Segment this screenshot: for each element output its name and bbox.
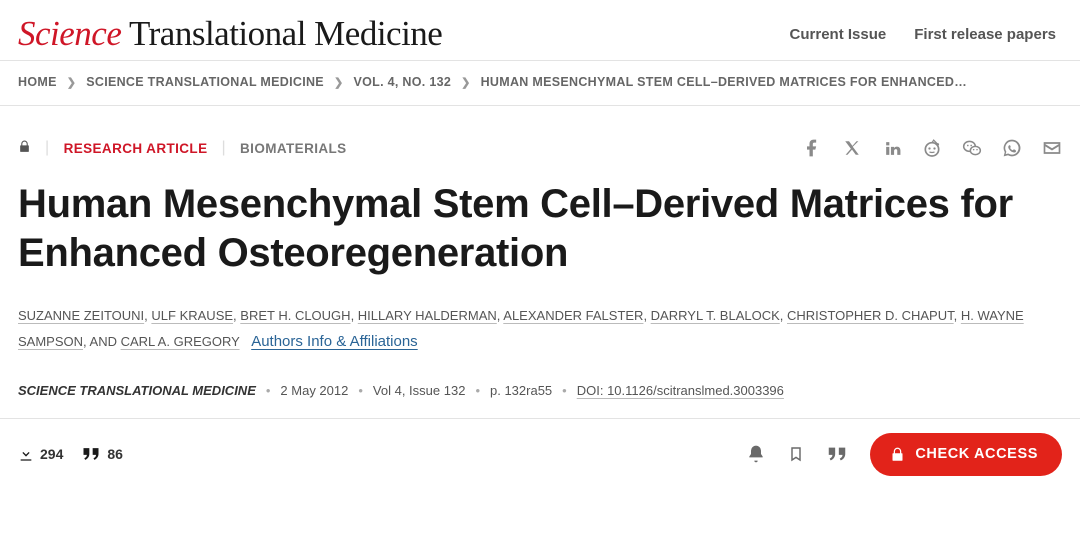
pub-journal: SCIENCE TRANSLATIONAL MEDICINE: [18, 383, 256, 398]
crumb-home[interactable]: HOME: [18, 75, 57, 89]
crumb-volume[interactable]: VOL. 4, NO. 132: [353, 75, 451, 89]
whatsapp-icon[interactable]: [1002, 138, 1022, 158]
separator: •: [475, 383, 480, 398]
check-access-label: CHECK ACCESS: [915, 446, 1038, 462]
action-bar: 294 86 CHECK ACCESS: [0, 418, 1080, 476]
bookmark-icon[interactable]: [788, 443, 804, 465]
authors-trailing: , AND: [83, 334, 121, 349]
separator: •: [562, 383, 567, 398]
author-link[interactable]: ALEXANDER FALSTER: [503, 308, 643, 323]
chevron-right-icon: ❯: [461, 76, 471, 89]
separator: |: [221, 139, 226, 157]
article-actions: CHECK ACCESS: [746, 433, 1062, 476]
citation-number: 86: [107, 446, 123, 462]
header-bar: Science Translational Medicine Current I…: [0, 0, 1080, 60]
tag-category[interactable]: BIOMATERIALS: [240, 141, 347, 156]
meta-row: | RESEARCH ARTICLE | BIOMATERIALS: [0, 106, 1080, 176]
lock-icon: [890, 446, 905, 463]
wechat-icon[interactable]: [962, 138, 982, 158]
top-nav: Current Issue First release papers: [790, 26, 1062, 43]
doi-link[interactable]: DOI: 10.1126/scitranslmed.3003396: [577, 383, 784, 398]
metrics: 294 86: [18, 445, 123, 463]
x-twitter-icon[interactable]: [842, 138, 862, 158]
author-link[interactable]: CHRISTOPHER D. CHAPUT: [787, 308, 954, 323]
nav-first-release[interactable]: First release papers: [914, 26, 1056, 43]
separator: •: [266, 383, 271, 398]
citation-count[interactable]: 86: [81, 446, 123, 462]
crumb-journal[interactable]: SCIENCE TRANSLATIONAL MEDICINE: [86, 75, 324, 89]
share-icons: [802, 138, 1062, 158]
logo-rest: Translational Medicine: [121, 14, 442, 53]
reddit-icon[interactable]: [922, 138, 942, 158]
author-link[interactable]: SUZANNE ZEITOUNI: [18, 308, 144, 323]
authors-info-link[interactable]: Authors Info & Affiliations: [251, 333, 418, 350]
author-link[interactable]: CARL A. GREGORY: [121, 334, 240, 349]
quote-icon: [81, 446, 101, 462]
chevron-right-icon: ❯: [334, 76, 344, 89]
article-title: Human Mesenchymal Stem Cell–Derived Matr…: [0, 176, 1080, 304]
author-link[interactable]: ULF KRAUSE: [151, 308, 233, 323]
article-tags: | RESEARCH ARTICLE | BIOMATERIALS: [18, 139, 347, 157]
breadcrumb: HOME ❯ SCIENCE TRANSLATIONAL MEDICINE ❯ …: [0, 61, 1080, 105]
nav-current-issue[interactable]: Current Issue: [790, 26, 887, 43]
linkedin-icon[interactable]: [882, 138, 902, 158]
pub-volume: Vol 4, Issue 132: [373, 383, 466, 398]
pub-date: 2 May 2012: [280, 383, 348, 398]
lock-icon: [18, 139, 31, 157]
chevron-right-icon: ❯: [67, 76, 77, 89]
check-access-button[interactable]: CHECK ACCESS: [870, 433, 1062, 476]
author-link[interactable]: HILLARY HALDERMAN: [358, 308, 497, 323]
separator: |: [45, 139, 50, 157]
journal-logo[interactable]: Science Translational Medicine: [18, 14, 442, 54]
author-list: SUZANNE ZEITOUNI, ULF KRAUSE, BRET H. CL…: [0, 304, 1080, 371]
cite-icon[interactable]: [826, 445, 848, 463]
crumb-article[interactable]: HUMAN MESENCHYMAL STEM CELL–DERIVED MATR…: [481, 75, 967, 89]
separator: •: [358, 383, 363, 398]
author-link[interactable]: DARRYL T. BLALOCK: [651, 308, 780, 323]
download-number: 294: [40, 446, 63, 462]
alert-icon[interactable]: [746, 443, 766, 465]
publication-details: SCIENCE TRANSLATIONAL MEDICINE • 2 May 2…: [0, 371, 1080, 418]
author-link[interactable]: BRET H. CLOUGH: [240, 308, 350, 323]
logo-science: Science: [18, 14, 121, 53]
download-count[interactable]: 294: [18, 445, 63, 463]
email-icon[interactable]: [1042, 138, 1062, 158]
download-icon: [18, 445, 34, 463]
pub-page: p. 132ra55: [490, 383, 552, 398]
tag-research-article[interactable]: RESEARCH ARTICLE: [64, 141, 208, 156]
facebook-icon[interactable]: [802, 138, 822, 158]
